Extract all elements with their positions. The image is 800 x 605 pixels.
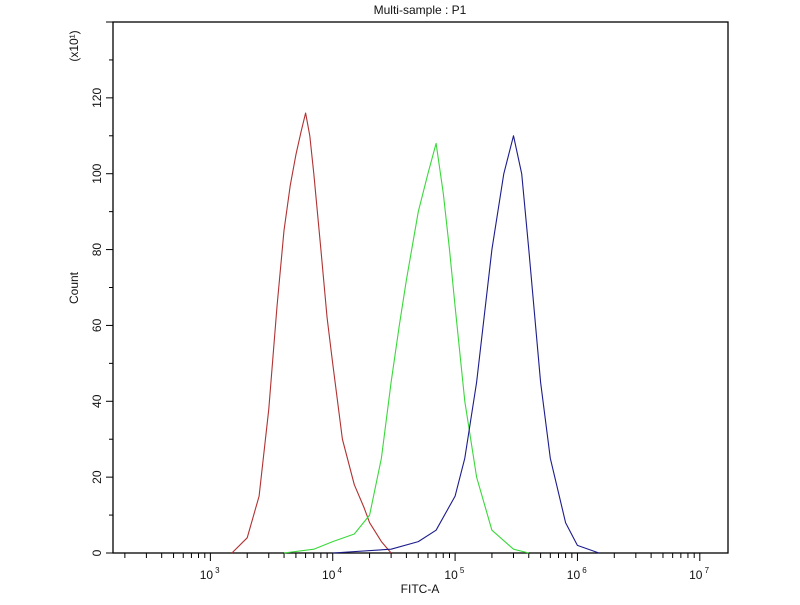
y-axis-label: Count xyxy=(67,271,81,304)
y-tick-label: 100 xyxy=(90,163,104,183)
x-axis: 10 3 10 4 10 5 10 6 10 7 xyxy=(124,553,710,582)
x-axis-label: FITC-A xyxy=(401,582,440,596)
x-tick-label: 10 xyxy=(200,568,214,582)
x-tick-label: 10 xyxy=(322,568,336,582)
y-tick-label: 60 xyxy=(90,318,104,332)
y-axis: 0 20 40 60 80 100 120 xyxy=(90,21,113,556)
x-tick-label: 10 xyxy=(689,568,703,582)
y-tick-label: 80 xyxy=(90,243,104,257)
x-tick-exponent: 7 xyxy=(705,566,710,575)
series-group xyxy=(231,112,600,554)
y-tick-label: 0 xyxy=(90,549,104,556)
chart-title: Multi-sample : P1 xyxy=(374,3,467,17)
x-tick-label: 10 xyxy=(444,568,458,582)
x-tick-exponent: 3 xyxy=(215,566,220,575)
y-tick-label: 20 xyxy=(90,470,104,484)
series-line-1 xyxy=(231,112,392,554)
x-tick-exponent: 4 xyxy=(338,566,343,575)
x-tick-exponent: 6 xyxy=(582,566,587,575)
x-tick-label: 10 xyxy=(567,568,581,582)
plot-frame xyxy=(112,21,729,554)
series-line-3 xyxy=(332,135,600,554)
y-tick-label: 120 xyxy=(90,88,104,108)
x-tick-exponent: 5 xyxy=(460,566,465,575)
series-line-2 xyxy=(283,142,529,554)
y-tick-label: 40 xyxy=(90,394,104,408)
y-multiplier-label: (x10¹) xyxy=(67,30,81,61)
